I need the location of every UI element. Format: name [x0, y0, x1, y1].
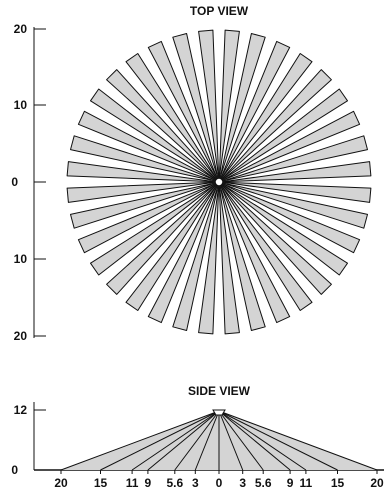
side-x-tick-label: 9 — [145, 476, 152, 490]
side-ray — [218, 410, 291, 471]
side-ray — [60, 410, 220, 471]
detection-zone — [222, 183, 361, 254]
side-x-tick-label: 15 — [331, 476, 345, 490]
detection-zone — [222, 110, 361, 181]
detection-zone — [198, 185, 220, 335]
detection-zone — [222, 161, 372, 183]
detection-zone — [125, 184, 218, 311]
sensor-origin — [214, 177, 224, 187]
detection-zone — [106, 184, 217, 295]
side-tick-label: 12 — [14, 403, 28, 417]
side-ray — [100, 410, 220, 471]
detection-zone — [220, 185, 291, 324]
detection-zone — [147, 185, 218, 324]
detection-zone — [77, 183, 216, 254]
side-x-tick-label: 11 — [126, 476, 139, 490]
detection-zone — [221, 184, 332, 295]
detection-zone — [221, 69, 332, 180]
side-x-tick-label: 5.6 — [166, 476, 183, 490]
detection-zone — [219, 185, 266, 331]
detection-zone — [218, 29, 240, 179]
detection-zone — [219, 33, 266, 179]
side-view: SIDE VIEW 12 0 20 15 11 9 5.6 3 0 3 5.6 9 11 15 20 — [11, 384, 384, 490]
side-ray — [131, 410, 220, 471]
detection-zone — [66, 181, 216, 203]
side-x-tick-label: 15 — [94, 476, 108, 490]
top-tick-label: 10 — [14, 98, 28, 112]
detection-zone — [220, 53, 313, 180]
top-tick-label: 20 — [14, 329, 28, 343]
top-tick-label: 10 — [14, 252, 28, 266]
top-view-title: TOP VIEW — [190, 4, 249, 18]
detection-zone — [66, 161, 216, 183]
detection-zone — [221, 183, 348, 276]
side-tick-label: 0 — [11, 463, 18, 477]
sensor-mount-icon — [212, 409, 226, 416]
detection-zone — [147, 40, 218, 179]
detection-zone — [70, 182, 216, 229]
detection-zone — [106, 69, 217, 180]
detection-zone — [220, 184, 313, 311]
detection-zone — [220, 40, 291, 179]
side-x-tick-label: 20 — [54, 476, 68, 490]
side-ray — [218, 410, 338, 471]
top-tick-label: 20 — [14, 22, 28, 36]
side-ray — [218, 410, 378, 471]
side-x-tick-label: 3 — [239, 476, 246, 490]
side-ray — [218, 410, 307, 471]
side-ray — [174, 410, 220, 471]
detection-zones — [66, 29, 372, 335]
side-x-tick-label: 11 — [300, 476, 313, 490]
detection-zone — [90, 183, 217, 276]
detection-zone — [221, 88, 348, 181]
detection-zone — [218, 185, 240, 335]
side-x-tick-label: 0 — [216, 476, 223, 490]
side-view-rays — [60, 410, 378, 471]
detection-zone — [198, 29, 220, 179]
detection-zone — [172, 185, 219, 331]
detection-zone — [222, 135, 368, 182]
side-view-x-ticks: 20 15 11 9 5.6 3 0 3 5.6 9 11 15 20 — [54, 470, 384, 490]
detection-zone — [222, 182, 368, 229]
side-ray — [194, 410, 220, 471]
detection-zone — [77, 110, 216, 181]
side-x-tick-label: 9 — [287, 476, 294, 490]
top-view: TOP VIEW 20 10 0 10 20 — [11, 4, 372, 343]
detection-zone — [222, 181, 372, 203]
side-x-tick-label: 20 — [370, 476, 384, 490]
top-tick-label: 0 — [11, 175, 18, 189]
detection-zone — [90, 88, 217, 181]
side-ray — [147, 410, 220, 471]
detection-zone — [70, 135, 216, 182]
side-view-title: SIDE VIEW — [188, 384, 251, 398]
side-ray — [218, 410, 264, 471]
side-x-tick-label: 5.6 — [255, 476, 272, 490]
detection-zone — [172, 33, 219, 179]
detection-zone — [125, 53, 218, 180]
side-x-tick-label: 3 — [192, 476, 199, 490]
side-ray — [218, 410, 244, 471]
